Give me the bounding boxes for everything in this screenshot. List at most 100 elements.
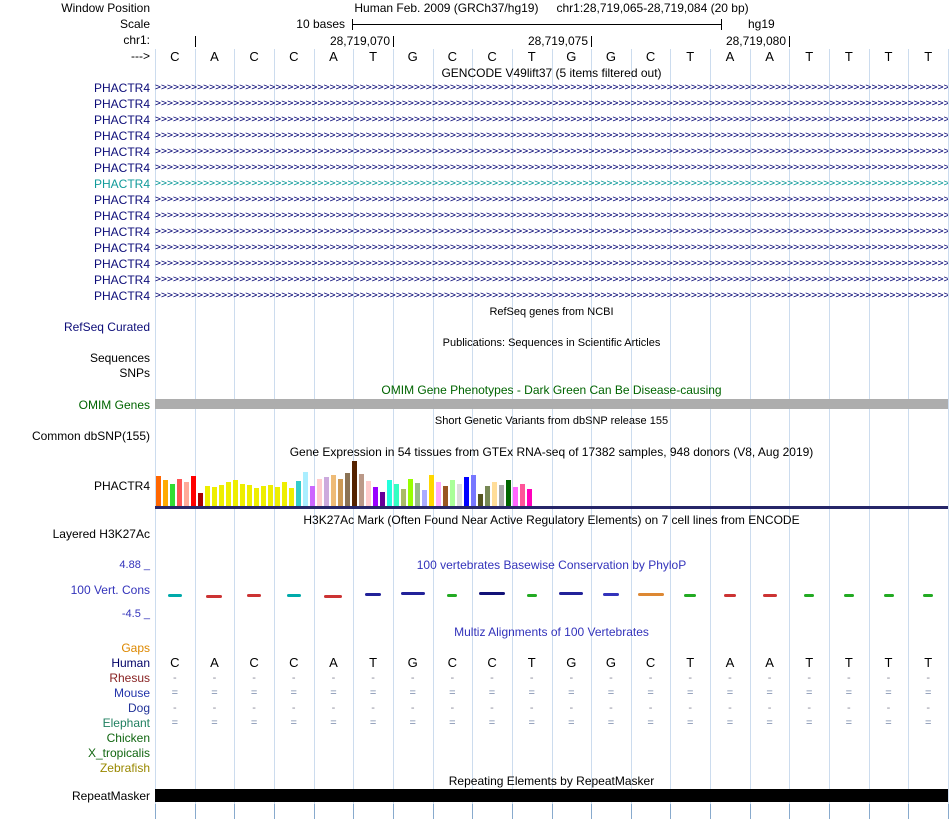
- gtex-bar[interactable]: [359, 474, 364, 506]
- gene-label[interactable]: PHACTR4: [93, 273, 150, 287]
- gtex-bar[interactable]: [317, 479, 322, 506]
- gtex-bar[interactable]: [408, 479, 413, 506]
- gtex-bar[interactable]: [492, 482, 497, 506]
- gene-label[interactable]: PHACTR4: [93, 225, 150, 239]
- gene-transcript-row[interactable]: >>>>>>>>>>>>>>>>>>>>>>>>>>>>>>>>>>>>>>>>…: [155, 130, 948, 141]
- publications-title[interactable]: Publications: Sequences in Scientific Ar…: [442, 337, 661, 349]
- gtex-bar[interactable]: [499, 485, 504, 506]
- gtex-bar[interactable]: [457, 484, 462, 506]
- refseq-title[interactable]: RefSeq genes from NCBI: [489, 306, 614, 318]
- gene-transcript-row[interactable]: >>>>>>>>>>>>>>>>>>>>>>>>>>>>>>>>>>>>>>>>…: [155, 178, 948, 189]
- gtex-bar[interactable]: [212, 487, 217, 506]
- repeatmasker-track-bar[interactable]: [155, 789, 948, 802]
- gtex-gene-model-line[interactable]: [155, 506, 948, 509]
- publications-sequences-label[interactable]: Sequences: [89, 351, 150, 365]
- species-label[interactable]: Gaps: [121, 641, 150, 655]
- gtex-bar[interactable]: [464, 477, 469, 506]
- gtex-bar[interactable]: [366, 481, 371, 506]
- gene-label[interactable]: PHACTR4: [93, 145, 150, 159]
- gene-transcript-row[interactable]: >>>>>>>>>>>>>>>>>>>>>>>>>>>>>>>>>>>>>>>>…: [155, 274, 948, 285]
- gtex-bar[interactable]: [205, 486, 210, 506]
- gene-transcript-row[interactable]: >>>>>>>>>>>>>>>>>>>>>>>>>>>>>>>>>>>>>>>>…: [155, 162, 948, 173]
- conservation-title[interactable]: 100 vertebrates Basewise Conservation by…: [416, 558, 687, 572]
- repeatmasker-label[interactable]: RepeatMasker: [71, 789, 150, 803]
- gtex-bar[interactable]: [338, 479, 343, 506]
- gtex-bar[interactable]: [219, 485, 224, 506]
- multiz-title[interactable]: Multiz Alignments of 100 Vertebrates: [454, 625, 649, 639]
- gtex-bar[interactable]: [282, 482, 287, 506]
- gtex-bar[interactable]: [310, 486, 315, 506]
- gtex-bar[interactable]: [275, 487, 280, 506]
- omim-track-bar[interactable]: [155, 399, 948, 409]
- species-label[interactable]: Rhesus: [109, 671, 150, 685]
- gene-transcript-row[interactable]: >>>>>>>>>>>>>>>>>>>>>>>>>>>>>>>>>>>>>>>>…: [155, 290, 948, 301]
- conservation-label[interactable]: 100 Vert. Cons: [70, 583, 150, 597]
- gene-label[interactable]: PHACTR4: [93, 161, 150, 175]
- gtex-bar[interactable]: [478, 494, 483, 506]
- species-label[interactable]: X_tropicalis: [87, 746, 150, 760]
- gtex-bar[interactable]: [198, 493, 203, 506]
- gtex-bar[interactable]: [268, 485, 273, 506]
- gene-transcript-row[interactable]: >>>>>>>>>>>>>>>>>>>>>>>>>>>>>>>>>>>>>>>>…: [155, 210, 948, 221]
- gencode-title[interactable]: GENCODE V49lift37 (5 items filtered out): [441, 66, 662, 80]
- gtex-bar[interactable]: [394, 484, 399, 506]
- gtex-bar[interactable]: [401, 489, 406, 506]
- species-label[interactable]: Dog: [127, 701, 150, 715]
- gtex-bar[interactable]: [429, 475, 434, 506]
- gtex-bar[interactable]: [345, 473, 350, 506]
- gtex-bar[interactable]: [170, 484, 175, 506]
- gtex-bar[interactable]: [471, 475, 476, 506]
- gtex-bar[interactable]: [352, 461, 357, 506]
- gene-label[interactable]: PHACTR4: [93, 257, 150, 271]
- gene-transcript-row[interactable]: >>>>>>>>>>>>>>>>>>>>>>>>>>>>>>>>>>>>>>>>…: [155, 98, 948, 109]
- h3k27ac-label[interactable]: Layered H3K27Ac: [52, 527, 150, 541]
- gene-label[interactable]: PHACTR4: [93, 129, 150, 143]
- species-label[interactable]: Elephant: [102, 716, 150, 730]
- repeatmasker-title[interactable]: Repeating Elements by RepeatMasker: [448, 774, 655, 788]
- gene-transcript-row[interactable]: >>>>>>>>>>>>>>>>>>>>>>>>>>>>>>>>>>>>>>>>…: [155, 194, 948, 205]
- gene-transcript-row[interactable]: >>>>>>>>>>>>>>>>>>>>>>>>>>>>>>>>>>>>>>>>…: [155, 82, 948, 93]
- gtex-bar[interactable]: [422, 490, 427, 506]
- species-label[interactable]: Chicken: [106, 731, 150, 745]
- gtex-bar[interactable]: [254, 488, 259, 506]
- gene-transcript-row[interactable]: >>>>>>>>>>>>>>>>>>>>>>>>>>>>>>>>>>>>>>>>…: [155, 258, 948, 269]
- gene-label[interactable]: PHACTR4: [93, 193, 150, 207]
- gtex-bar[interactable]: [443, 486, 448, 506]
- gtex-bar[interactable]: [513, 487, 518, 506]
- gene-transcript-row[interactable]: >>>>>>>>>>>>>>>>>>>>>>>>>>>>>>>>>>>>>>>>…: [155, 226, 948, 237]
- omim-genes-label[interactable]: OMIM Genes: [78, 398, 150, 412]
- gtex-bar[interactable]: [191, 476, 196, 506]
- gene-transcript-row[interactable]: >>>>>>>>>>>>>>>>>>>>>>>>>>>>>>>>>>>>>>>>…: [155, 146, 948, 157]
- gene-transcript-row[interactable]: >>>>>>>>>>>>>>>>>>>>>>>>>>>>>>>>>>>>>>>>…: [155, 242, 948, 253]
- gtex-title[interactable]: Gene Expression in 54 tissues from GTEx …: [289, 445, 814, 459]
- gene-label[interactable]: PHACTR4: [93, 177, 150, 191]
- gtex-bar[interactable]: [226, 482, 231, 506]
- gtex-bar[interactable]: [324, 477, 329, 506]
- gtex-bar[interactable]: [450, 480, 455, 506]
- gtex-bar[interactable]: [485, 486, 490, 506]
- gtex-bar[interactable]: [247, 485, 252, 506]
- gtex-bar[interactable]: [240, 484, 245, 506]
- gtex-bar[interactable]: [156, 476, 161, 506]
- gtex-bar[interactable]: [331, 475, 336, 506]
- gtex-bar[interactable]: [506, 480, 511, 506]
- gene-transcript-row[interactable]: >>>>>>>>>>>>>>>>>>>>>>>>>>>>>>>>>>>>>>>>…: [155, 114, 948, 125]
- gtex-bar[interactable]: [415, 483, 420, 506]
- species-label[interactable]: Zebrafish: [99, 761, 150, 775]
- publications-snps-label[interactable]: SNPs: [119, 366, 150, 380]
- h3k27ac-title[interactable]: H3K27Ac Mark (Often Found Near Active Re…: [303, 513, 800, 527]
- gene-label[interactable]: PHACTR4: [93, 113, 150, 127]
- gtex-bar[interactable]: [520, 484, 525, 506]
- gene-label[interactable]: PHACTR4: [93, 81, 150, 95]
- gene-label[interactable]: PHACTR4: [93, 241, 150, 255]
- dbsnp-title[interactable]: Short Genetic Variants from dbSNP releas…: [434, 415, 669, 427]
- gtex-bar[interactable]: [184, 482, 189, 506]
- gtex-bar[interactable]: [527, 489, 532, 506]
- species-label[interactable]: Mouse: [113, 686, 150, 700]
- gtex-bar[interactable]: [233, 480, 238, 506]
- gtex-bar[interactable]: [163, 480, 168, 506]
- gtex-bar[interactable]: [296, 481, 301, 506]
- gene-label[interactable]: PHACTR4: [93, 289, 150, 303]
- gtex-gene-label[interactable]: PHACTR4: [93, 479, 150, 493]
- gtex-bar[interactable]: [387, 480, 392, 506]
